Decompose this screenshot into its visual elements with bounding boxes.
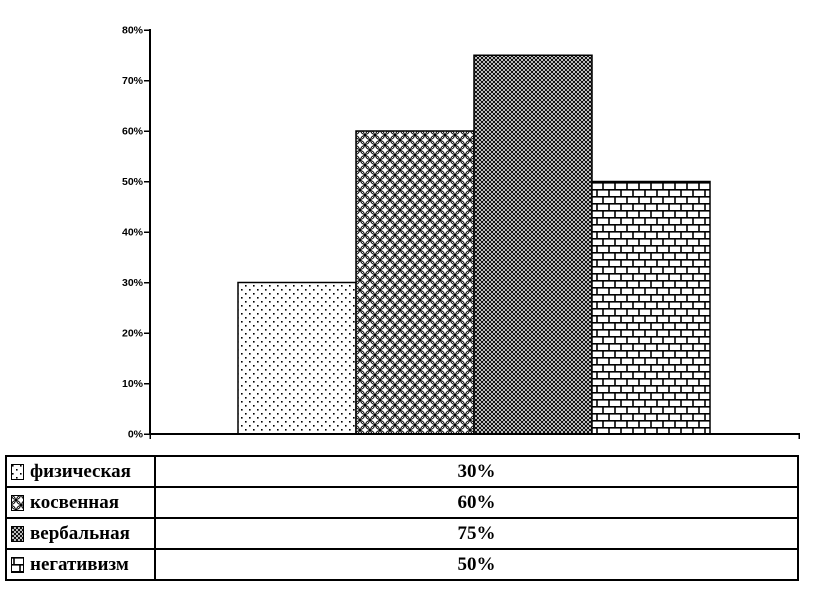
legend-value-indirect: 60% bbox=[154, 486, 799, 519]
legend-row-physical: физическая 30% bbox=[5, 455, 799, 488]
y-tick-label-0: 0% bbox=[128, 429, 144, 441]
legend-value-negativism: 50% bbox=[154, 548, 799, 581]
legend-value-physical: 30% bbox=[154, 455, 799, 488]
legend-label-verbal: вербальная bbox=[30, 522, 130, 544]
legend-table: физическая 30% косвенная 60% bbox=[5, 455, 799, 581]
y-tick-label-80: 80% bbox=[122, 25, 144, 37]
y-tick-label-50: 50% bbox=[122, 176, 144, 188]
bar-negativism bbox=[591, 180, 711, 435]
bar-verbal bbox=[473, 54, 593, 435]
legend-value-verbal: 75% bbox=[154, 517, 799, 550]
dots-pattern-icon bbox=[11, 463, 24, 480]
y-tick-label-30: 30% bbox=[122, 277, 144, 289]
x-axis bbox=[149, 433, 800, 439]
bar-indirect bbox=[355, 130, 475, 435]
bar-physical bbox=[237, 281, 357, 435]
y-tick-label-20: 20% bbox=[122, 328, 144, 340]
y-tick-label-60: 60% bbox=[122, 126, 144, 138]
legend-label-negativism: негативизм bbox=[30, 553, 129, 575]
y-tick-label-40: 40% bbox=[122, 227, 144, 239]
bars-group bbox=[237, 54, 711, 435]
y-axis bbox=[144, 29, 151, 435]
bar-chart-svg: 0% 10% 20% 30% 40% 50% 60% 70% 80% bbox=[122, 25, 800, 441]
legend-row-negativism: негативизм 50% bbox=[5, 548, 799, 581]
bricks-pattern-icon bbox=[11, 556, 24, 573]
legend-row-indirect: косвенная 60% bbox=[5, 486, 799, 519]
y-tick-labels: 0% 10% 20% 30% 40% 50% 60% 70% 80% bbox=[122, 25, 144, 441]
dense-check-pattern-icon bbox=[11, 525, 24, 542]
y-tick-label-10: 10% bbox=[122, 378, 144, 390]
legend-row-verbal: вербальная 75% bbox=[5, 517, 799, 550]
legend-label-indirect: косвенная bbox=[30, 491, 119, 513]
y-tick-label-70: 70% bbox=[122, 75, 144, 87]
scales-pattern-icon bbox=[11, 494, 24, 511]
legend-label-physical: физическая bbox=[30, 460, 131, 482]
